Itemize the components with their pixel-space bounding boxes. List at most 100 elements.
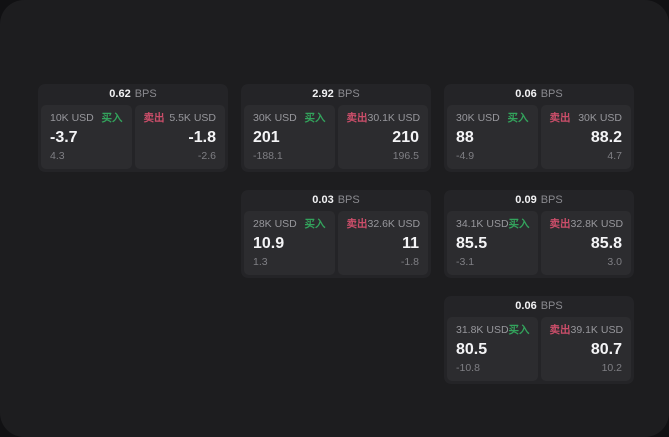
buy-sell-panels: 30K USD 买入 201 -188.1 卖出 30.1K USD 210 1… xyxy=(244,105,428,169)
bps-header: 0.06 BPS xyxy=(447,296,631,317)
sell-panel-top: 卖出 5.5K USD xyxy=(144,112,217,125)
buy-panel[interactable]: 30K USD 买入 88 -4.9 xyxy=(447,105,538,169)
sell-price: 88.2 xyxy=(590,129,622,146)
buy-sell-panels: 28K USD 买入 10.9 1.3 卖出 32.6K USD 11 -1.8 xyxy=(244,211,428,275)
buy-sell-panels: 10K USD 买入 -3.7 4.3 卖出 5.5K USD -1.8 -2.… xyxy=(41,105,225,169)
buy-price: 88 xyxy=(456,129,474,146)
buy-delta: -10.8 xyxy=(456,362,480,374)
buy-panel-top: 34.1K USD 买入 xyxy=(456,218,530,231)
buy-price: -3.7 xyxy=(50,129,78,146)
sell-size: 32.6K USD xyxy=(367,218,421,230)
sell-delta: 196.5 xyxy=(392,150,419,162)
sell-delta: 10.2 xyxy=(601,362,622,374)
sell-price: -1.8 xyxy=(188,129,216,146)
bps-value: 0.62 xyxy=(109,88,131,100)
quote-card-grid: 0.62 BPS 10K USD 买入 -3.7 4.3 卖出 5.5K USD xyxy=(38,84,634,384)
quote-card: 0.62 BPS 10K USD 买入 -3.7 4.3 卖出 5.5K USD xyxy=(38,84,228,172)
bps-value: 0.06 xyxy=(515,300,537,312)
buy-sell-panels: 34.1K USD 买入 85.5 -3.1 卖出 32.8K USD 85.8… xyxy=(447,211,631,275)
buy-delta: -188.1 xyxy=(253,150,283,162)
buy-panel-top: 10K USD 买入 xyxy=(50,112,123,125)
sell-price: 210 xyxy=(392,129,419,146)
quote-card: 0.06 BPS 30K USD 买入 88 -4.9 卖出 30K USD xyxy=(444,84,634,172)
buy-panel[interactable]: 31.8K USD 买入 80.5 -10.8 xyxy=(447,317,538,381)
bps-value: 0.09 xyxy=(515,194,537,206)
quote-card: 0.03 BPS 28K USD 买入 10.9 1.3 卖出 32.6K US… xyxy=(241,190,431,278)
sell-panel[interactable]: 卖出 30K USD 88.2 4.7 xyxy=(540,105,631,169)
buy-panel[interactable]: 30K USD 买入 201 -188.1 xyxy=(244,105,335,169)
buy-delta: 1.3 xyxy=(253,256,268,268)
sell-panel[interactable]: 卖出 5.5K USD -1.8 -2.6 xyxy=(134,105,225,169)
buy-size: 34.1K USD xyxy=(456,218,509,230)
bps-header: 0.03 BPS xyxy=(244,190,428,211)
sell-panel-top: 卖出 30.1K USD xyxy=(346,112,421,125)
buy-size: 30K USD xyxy=(456,112,500,124)
bps-header: 0.06 BPS xyxy=(447,84,631,105)
sell-panel[interactable]: 卖出 39.1K USD 80.7 10.2 xyxy=(540,317,631,381)
bps-unit: BPS xyxy=(337,88,360,100)
sell-size: 30.1K USD xyxy=(367,112,421,124)
bps-value: 2.92 xyxy=(312,88,334,100)
bps-header: 0.62 BPS xyxy=(41,84,225,105)
buy-size: 30K USD xyxy=(253,112,297,124)
sell-size: 5.5K USD xyxy=(169,112,216,124)
buy-sell-panels: 31.8K USD 买入 80.5 -10.8 卖出 39.1K USD 80.… xyxy=(447,317,631,381)
buy-size: 28K USD xyxy=(253,218,297,230)
sell-price: 85.8 xyxy=(590,235,622,252)
sell-panel[interactable]: 卖出 32.6K USD 11 -1.8 xyxy=(337,211,428,275)
sell-price: 80.7 xyxy=(590,341,622,358)
quote-card: 0.09 BPS 34.1K USD 买入 85.5 -3.1 卖出 32.8K… xyxy=(444,190,634,278)
sell-label: 卖出 xyxy=(549,112,571,124)
buy-label: 买入 xyxy=(508,324,530,336)
sell-price: 11 xyxy=(402,235,419,252)
bps-unit: BPS xyxy=(540,194,563,206)
buy-panel-top: 28K USD 买入 xyxy=(253,218,326,231)
quote-card: 2.92 BPS 30K USD 买入 201 -188.1 卖出 30.1K … xyxy=(241,84,431,172)
sell-delta: -1.8 xyxy=(400,256,419,268)
buy-panel[interactable]: 28K USD 买入 10.9 1.3 xyxy=(244,211,335,275)
buy-label: 买入 xyxy=(304,112,326,124)
buy-label: 买入 xyxy=(507,112,529,124)
sell-panel-top: 卖出 30K USD xyxy=(550,112,623,125)
sell-delta: 4.7 xyxy=(607,150,622,162)
sell-label: 卖出 xyxy=(346,112,368,124)
buy-panel-top: 30K USD 买入 xyxy=(456,112,529,125)
sell-label: 卖出 xyxy=(143,112,165,124)
bps-value: 0.03 xyxy=(312,194,334,206)
bps-unit: BPS xyxy=(540,300,563,312)
buy-label: 买入 xyxy=(304,218,326,230)
sell-delta: -2.6 xyxy=(197,150,216,162)
sell-label: 卖出 xyxy=(346,218,368,230)
buy-price: 201 xyxy=(253,129,280,146)
buy-panel[interactable]: 34.1K USD 买入 85.5 -3.1 xyxy=(447,211,538,275)
sell-panel-top: 卖出 39.1K USD xyxy=(549,324,624,337)
bps-value: 0.06 xyxy=(515,88,537,100)
bps-unit: BPS xyxy=(134,88,157,100)
sell-delta: 3.0 xyxy=(607,256,622,268)
sell-size: 30K USD xyxy=(578,112,622,124)
bps-unit: BPS xyxy=(540,88,563,100)
buy-label: 买入 xyxy=(101,112,123,124)
buy-price: 80.5 xyxy=(456,341,488,358)
sell-panel[interactable]: 卖出 32.8K USD 85.8 3.0 xyxy=(540,211,631,275)
sell-panel-top: 卖出 32.6K USD xyxy=(346,218,421,231)
buy-price: 85.5 xyxy=(456,235,488,252)
sell-panel-top: 卖出 32.8K USD xyxy=(549,218,624,231)
buy-delta: 4.3 xyxy=(50,150,65,162)
buy-label: 买入 xyxy=(508,218,530,230)
bps-unit: BPS xyxy=(337,194,360,206)
bps-header: 0.09 BPS xyxy=(447,190,631,211)
buy-panel-top: 30K USD 买入 xyxy=(253,112,326,125)
sell-size: 39.1K USD xyxy=(570,324,624,336)
buy-delta: -3.1 xyxy=(456,256,475,268)
quote-card: 0.06 BPS 31.8K USD 买入 80.5 -10.8 卖出 39.1… xyxy=(444,296,634,384)
buy-panel[interactable]: 10K USD 买入 -3.7 4.3 xyxy=(41,105,132,169)
buy-delta: -4.9 xyxy=(456,150,475,162)
sell-panel[interactable]: 卖出 30.1K USD 210 196.5 xyxy=(337,105,428,169)
buy-size: 31.8K USD xyxy=(456,324,509,336)
sell-label: 卖出 xyxy=(549,324,571,336)
sell-size: 32.8K USD xyxy=(570,218,624,230)
sell-label: 卖出 xyxy=(549,218,571,230)
buy-price: 10.9 xyxy=(253,235,285,252)
